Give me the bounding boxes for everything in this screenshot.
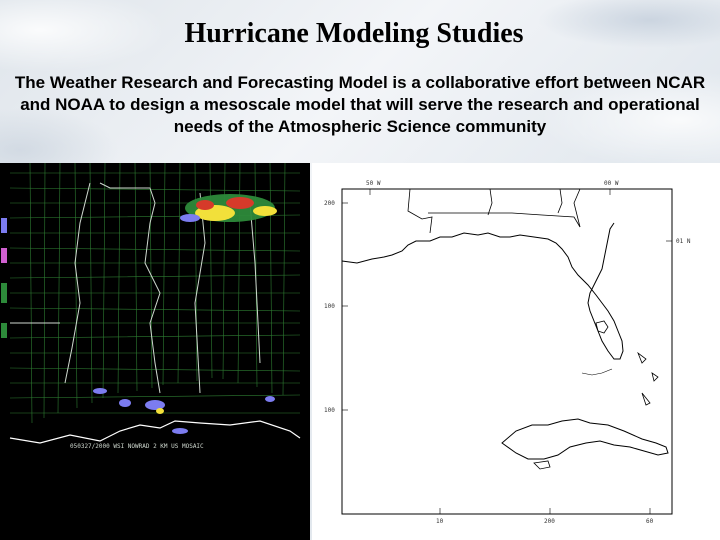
slide-subtitle: The Weather Research and Forecasting Mod…: [14, 73, 706, 136]
isla-de-la-juventud: [533, 460, 551, 470]
florida-keys: [581, 368, 613, 376]
radar-map-graphic: 050327/2000 WSI NOWRAD 2 KM US MOSAIC: [1, 163, 301, 450]
top-label: 50 W: [366, 180, 381, 187]
state-borders: [10, 182, 261, 394]
slide-title: Hurricane Modeling Studies: [184, 18, 524, 49]
bahamas-outline: [637, 351, 659, 406]
wrf-domain-map: 50 W 00 W 200 100 100 01 N 10 200 60: [312, 163, 720, 540]
lake-okeechobee: [595, 320, 609, 334]
lat-label: 100: [324, 407, 335, 414]
state-boundaries: [407, 188, 581, 234]
cuba-outline: [501, 418, 669, 460]
map-ticks: [342, 189, 672, 514]
domain-map-graphic: 50 W 00 W 200 100 100 01 N 10 200 60: [324, 180, 691, 525]
lat-label: 100: [324, 303, 335, 310]
radar-scale-swatch: [1, 248, 7, 263]
coastline: [341, 222, 624, 360]
radar-caption: 050327/2000 WSI NOWRAD 2 KM US MOSAIC: [70, 443, 204, 450]
radar-mosaic-image: 050327/2000 WSI NOWRAD 2 KM US MOSAIC: [0, 163, 310, 540]
radar-scale-swatch: [1, 218, 7, 233]
gulf-coastline: [9, 420, 301, 444]
county-borders: [9, 163, 301, 424]
radar-scale-swatch: [1, 283, 7, 303]
right-label: 01 N: [676, 238, 691, 245]
bottom-label: 200: [544, 518, 555, 525]
radar-scale-swatch: [1, 323, 7, 338]
bottom-label: 10: [436, 518, 444, 525]
bottom-label: 60: [646, 518, 654, 525]
precipitation-echoes: [93, 194, 277, 434]
top-label: 00 W: [604, 180, 619, 187]
lat-label: 200: [324, 200, 335, 207]
map-frame: [341, 188, 673, 515]
